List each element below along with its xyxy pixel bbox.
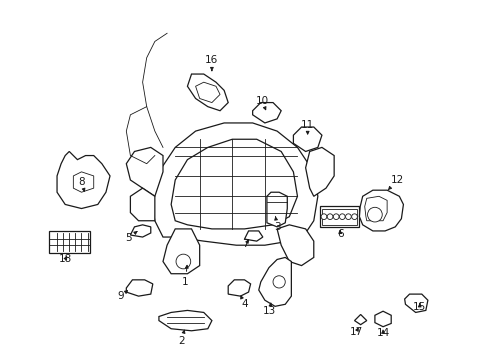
Polygon shape	[258, 257, 291, 306]
Polygon shape	[163, 229, 199, 274]
Text: 7: 7	[242, 239, 248, 249]
Text: 15: 15	[412, 302, 426, 312]
Polygon shape	[73, 172, 94, 192]
Text: 1: 1	[182, 265, 188, 287]
Text: 14: 14	[376, 328, 389, 338]
Text: 4: 4	[240, 296, 247, 309]
Text: 8: 8	[78, 177, 85, 191]
Polygon shape	[187, 74, 228, 111]
Polygon shape	[126, 147, 163, 196]
Polygon shape	[359, 190, 403, 231]
Polygon shape	[277, 225, 313, 266]
Polygon shape	[244, 231, 263, 241]
Text: 5: 5	[125, 231, 137, 243]
Polygon shape	[305, 147, 333, 196]
Polygon shape	[228, 280, 250, 296]
Bar	[319, 207, 358, 227]
Bar	[49, 231, 89, 253]
Circle shape	[351, 214, 357, 220]
Text: 3: 3	[273, 216, 280, 232]
Polygon shape	[404, 294, 427, 312]
Text: 10: 10	[255, 95, 268, 110]
Polygon shape	[195, 82, 220, 103]
Polygon shape	[171, 139, 297, 229]
Text: 11: 11	[301, 120, 314, 134]
Text: 17: 17	[349, 327, 363, 337]
Polygon shape	[130, 225, 150, 237]
Text: 16: 16	[205, 55, 218, 71]
Circle shape	[321, 214, 326, 220]
Polygon shape	[130, 188, 155, 221]
Polygon shape	[150, 123, 317, 245]
Text: 18: 18	[59, 255, 72, 265]
Circle shape	[345, 214, 350, 220]
Circle shape	[339, 214, 345, 220]
Circle shape	[326, 214, 332, 220]
Polygon shape	[293, 127, 321, 152]
Circle shape	[272, 276, 285, 288]
Text: 13: 13	[263, 303, 276, 316]
Polygon shape	[266, 192, 287, 227]
Bar	[321, 208, 356, 225]
Circle shape	[367, 207, 382, 222]
Polygon shape	[364, 196, 386, 221]
Polygon shape	[374, 311, 390, 327]
Circle shape	[176, 254, 190, 269]
Polygon shape	[354, 315, 366, 325]
Polygon shape	[159, 310, 211, 331]
Text: 9: 9	[117, 291, 127, 301]
Polygon shape	[126, 280, 152, 296]
Polygon shape	[57, 152, 110, 208]
Text: 2: 2	[178, 330, 184, 346]
Circle shape	[333, 214, 338, 220]
Text: 12: 12	[387, 175, 403, 190]
Text: 6: 6	[336, 229, 343, 239]
Polygon shape	[252, 103, 281, 123]
